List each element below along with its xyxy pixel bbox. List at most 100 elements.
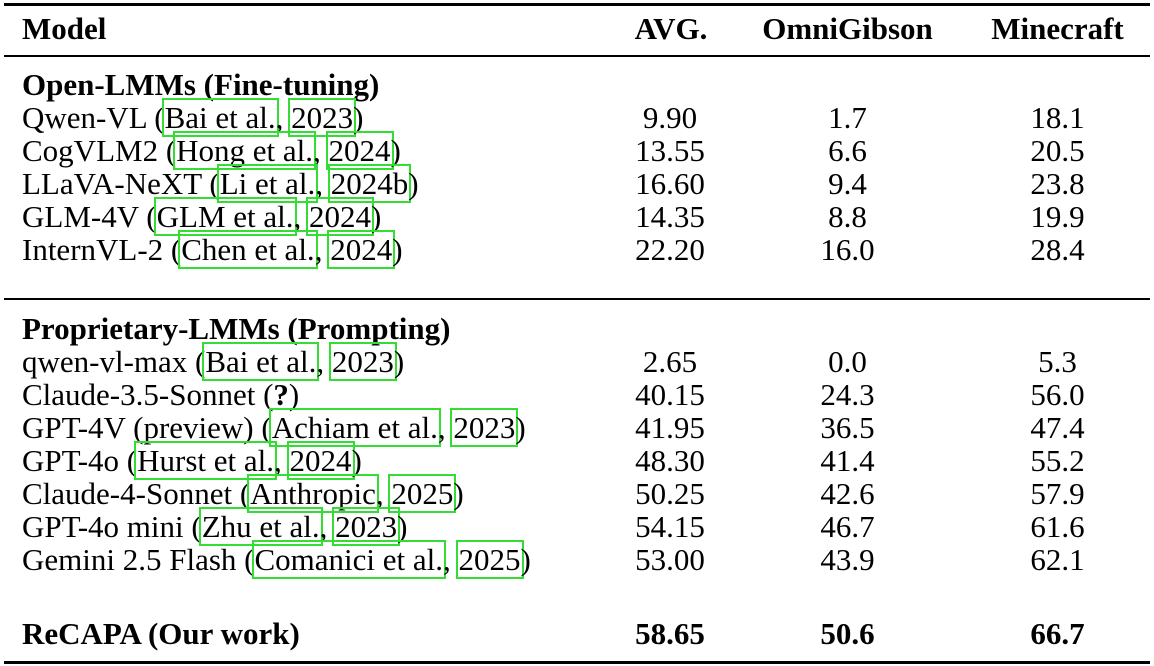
ours-model: ReCAPA (Our work) — [22, 616, 300, 651]
omnigibson-value: 42.6 — [820, 476, 875, 511]
model-cell: Claude-4-Sonnet (Anthropic, 2025) — [22, 474, 464, 513]
table-row: LLaVA-NeXT (Li et al., 2024b) 16.60 9.4 23.… — [0, 164, 1154, 203]
section-title: Open-LMMs (Fine-tuning) — [0, 68, 1154, 101]
model-name: qwen-vl-max — [22, 344, 188, 379]
model-cell: CogVLM2 (Hong et al., 2024) — [22, 131, 401, 170]
avg-value: 48.30 — [635, 443, 705, 478]
ours-row: ReCAPA (Our work) 58.65 50.6 66.7 — [0, 617, 1154, 650]
avg-value: 41.95 — [635, 410, 705, 445]
avg-value: 14.35 — [635, 199, 705, 234]
citation-author-link[interactable]: Zhu et al. — [198, 507, 323, 546]
model-cell: GLM-4V (GLM et al., 2024) — [22, 197, 382, 236]
table-row: GPT-4V (preview) (Achiam et al., 2023) 41… — [0, 408, 1154, 447]
citation-author-link[interactable]: Achiam et al. — [268, 408, 441, 447]
table-row: qwen-vl-max (Bai et al., 2023) 2.65 0.0 5.3 — [0, 342, 1154, 381]
table-row: InternVL-2 (Chen et al., 2024) 22.20 16.0 2… — [0, 230, 1154, 269]
citation-year-link[interactable]: 2023 — [328, 342, 397, 381]
section-title: Proprietary-LMMs (Prompting) — [0, 312, 1154, 345]
minecraft-value: 18.1 — [1030, 100, 1085, 135]
ours-omnigibson: 50.6 — [820, 616, 875, 651]
model-name: GPT-4o mini — [22, 509, 184, 544]
model-name: CogVLM2 — [22, 133, 159, 168]
minecraft-value: 5.3 — [1038, 344, 1077, 379]
minecraft-value: 55.2 — [1030, 443, 1085, 478]
header-omnigibson: OmniGibson — [762, 11, 933, 46]
model-cell: InternVL-2 (Chen et al., 2024) — [22, 230, 403, 269]
minecraft-value: 62.1 — [1030, 542, 1085, 577]
citation-year-link[interactable]: 2023 — [332, 507, 401, 546]
model-name: GPT-4o — [22, 443, 120, 478]
citation-author-link[interactable]: Hong et al. — [173, 131, 317, 170]
minecraft-value: 23.8 — [1030, 166, 1085, 201]
minecraft-value: 61.6 — [1030, 509, 1085, 544]
citation-author-link[interactable]: GLM et al. — [153, 197, 297, 236]
citation-author-link[interactable]: Anthropic — [247, 474, 379, 513]
ours-minecraft: 66.7 — [1030, 616, 1085, 651]
avg-value: 40.15 — [635, 377, 705, 412]
model-name: GPT-4V (preview) — [22, 410, 254, 445]
omnigibson-value: 43.9 — [820, 542, 875, 577]
table-row: CogVLM2 (Hong et al., 2024) 13.55 6.6 20.5 — [0, 131, 1154, 170]
citation-year-link[interactable]: 2025 — [388, 474, 457, 513]
citation-author-link[interactable]: Comanici et al. — [251, 540, 447, 579]
omnigibson-value: 1.7 — [828, 100, 867, 135]
minecraft-value: 28.4 — [1030, 232, 1085, 267]
avg-value: 54.15 — [635, 509, 705, 544]
header-minecraft: Minecraft — [991, 11, 1124, 46]
citation-year-link[interactable]: 2024 — [306, 197, 375, 236]
minecraft-value: 57.9 — [1030, 476, 1085, 511]
table-row: Claude-4-Sonnet (Anthropic, 2025) 50.25 42… — [0, 474, 1154, 513]
omnigibson-value: 41.4 — [820, 443, 875, 478]
model-cell: Qwen-VL (Bai et al., 2023) — [22, 98, 364, 137]
citation-author-link[interactable]: Bai et al. — [161, 98, 279, 137]
citation-year-link[interactable]: 2023 — [288, 98, 357, 137]
top-rule — [4, 3, 1150, 6]
avg-value: 53.00 — [635, 542, 705, 577]
table-row: Gemini 2.5 Flash (Comanici et al., 2025)… — [0, 540, 1154, 579]
citation-author-link[interactable]: Bai et al. — [202, 342, 320, 381]
model-cell: Claude-3.5-Sonnet (?) — [22, 377, 300, 412]
section-rule — [4, 298, 1150, 300]
table-row: GPT-4o mini (Zhu et al., 2023) 54.15 46.7 6… — [0, 507, 1154, 546]
missing-citation: ? — [273, 377, 289, 412]
model-cell: Gemini 2.5 Flash (Comanici et al., 2025) — [22, 540, 531, 579]
omnigibson-value: 6.6 — [828, 133, 867, 168]
omnigibson-value: 16.0 — [820, 232, 875, 267]
model-name: Qwen-VL — [22, 100, 147, 135]
avg-value: 2.65 — [642, 344, 698, 379]
omnigibson-value: 36.5 — [820, 410, 875, 445]
bottom-rule — [4, 661, 1150, 664]
table-row: GPT-4o (Hurst et al., 2024) 48.30 41.4 55.2 — [0, 441, 1154, 480]
omnigibson-value: 0.0 — [828, 344, 867, 379]
minecraft-value: 20.5 — [1030, 133, 1085, 168]
ours-avg: 58.65 — [635, 616, 705, 651]
minecraft-value: 19.9 — [1030, 199, 1085, 234]
omnigibson-value: 9.4 — [828, 166, 867, 201]
citation-author-link[interactable]: Chen et al. — [178, 230, 318, 269]
model-cell: GPT-4o mini (Zhu et al., 2023) — [22, 507, 408, 546]
omnigibson-value: 24.3 — [820, 377, 875, 412]
avg-value: 22.20 — [635, 232, 705, 267]
citation-year-link[interactable]: 2024 — [325, 131, 394, 170]
minecraft-value: 56.0 — [1030, 377, 1085, 412]
citation-year-link[interactable]: 2024b — [327, 164, 412, 203]
minecraft-value: 47.4 — [1030, 410, 1085, 445]
citation-author-link[interactable]: Hurst et al. — [134, 441, 278, 480]
citation-year-link[interactable]: 2025 — [455, 540, 524, 579]
citation-year-link[interactable]: 2024 — [327, 230, 396, 269]
model-name: Gemini 2.5 Flash — [22, 542, 237, 577]
model-name: Claude-4-Sonnet — [22, 476, 233, 511]
table-row: Claude-3.5-Sonnet (?) 40.15 24.3 56.0 — [0, 378, 1154, 411]
header-avg: AVG. — [634, 11, 708, 46]
citation-year-link[interactable]: 2024 — [286, 441, 355, 480]
model-cell: GPT-4o (Hurst et al., 2024) — [22, 441, 362, 480]
section-title-text: Open-LMMs (Fine-tuning) — [22, 67, 380, 102]
avg-value: 16.60 — [635, 166, 705, 201]
header-row: Model AVG. OmniGibson Minecraft — [0, 12, 1154, 45]
citation-author-link[interactable]: Li et al. — [216, 164, 319, 203]
header-rule — [4, 55, 1150, 57]
model-cell: LLaVA-NeXT (Li et al., 2024b) — [22, 164, 419, 203]
model-cell: qwen-vl-max (Bai et al., 2023) — [22, 342, 405, 381]
avg-value: 9.90 — [642, 100, 698, 135]
citation-year-link[interactable]: 2023 — [450, 408, 519, 447]
